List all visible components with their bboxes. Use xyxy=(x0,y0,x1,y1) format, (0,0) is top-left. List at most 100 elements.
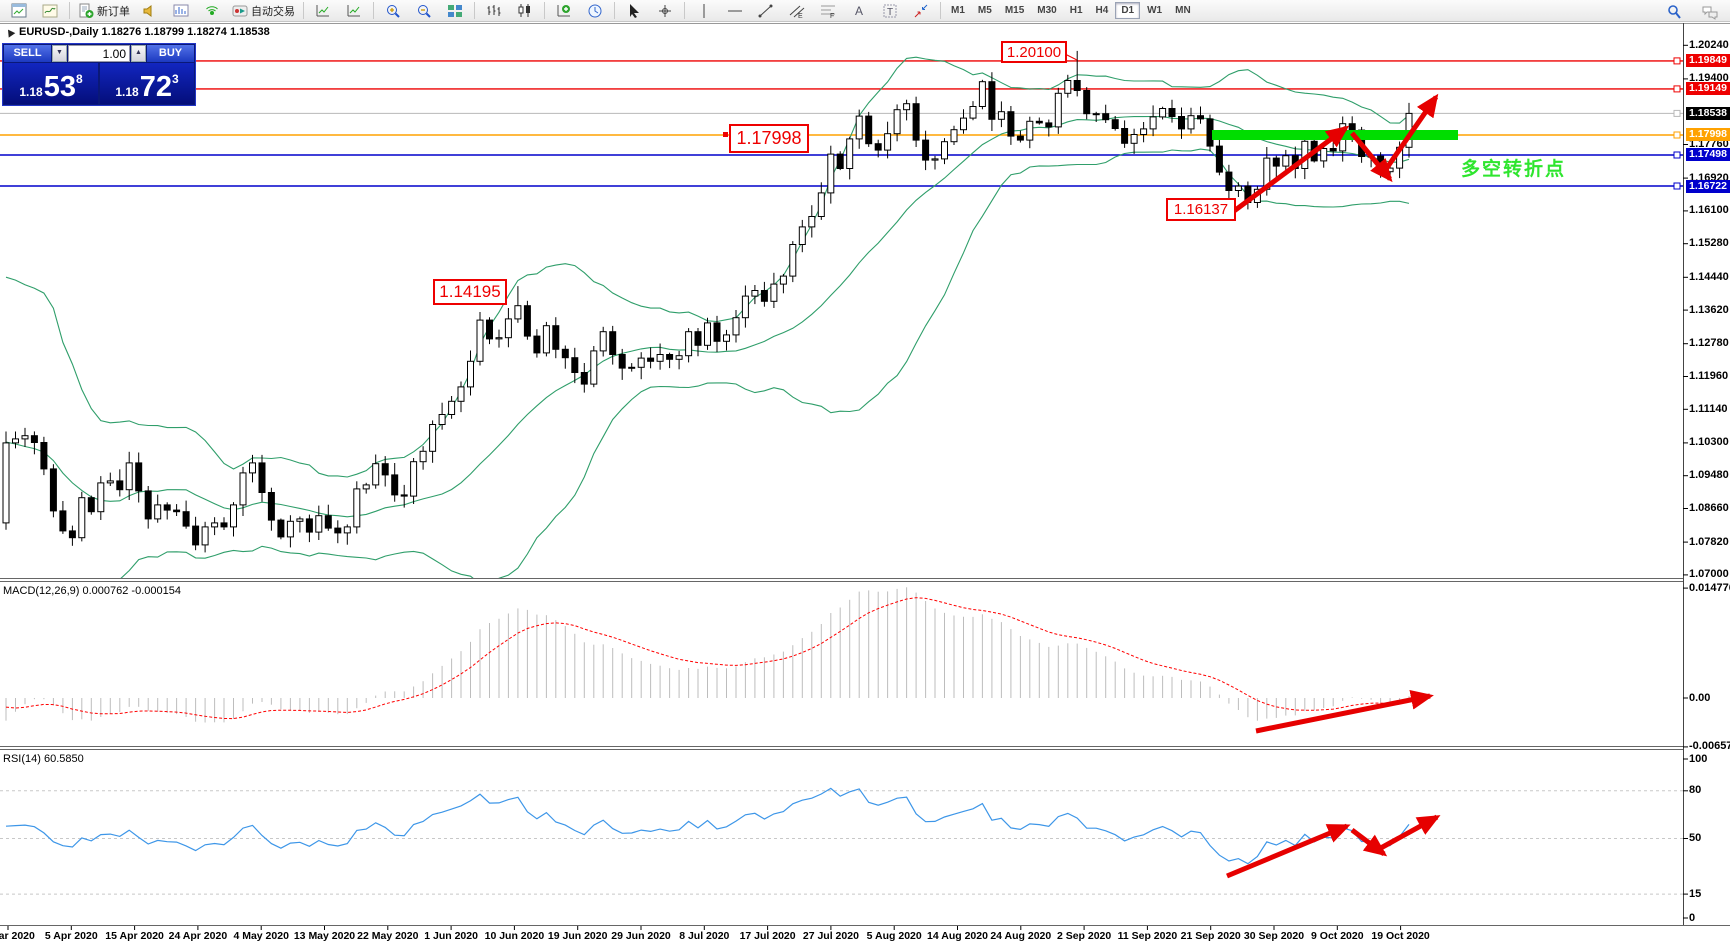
price-annotation-box[interactable]: 1.14195 xyxy=(433,279,507,305)
lot-increase-button[interactable]: ▲ xyxy=(131,45,146,62)
time-axis-label: 27 Jul 2020 xyxy=(802,930,859,942)
price-axis-label: 1.08660 xyxy=(1689,502,1729,514)
chart-window-icon[interactable] xyxy=(4,0,34,22)
svg-text:A: A xyxy=(855,4,863,18)
macd-histogram xyxy=(5,587,1410,723)
horizontal-level-lines[interactable] xyxy=(0,57,1683,190)
add-indicator-icon[interactable] xyxy=(549,0,579,22)
price-axis-label: 1.07820 xyxy=(1689,535,1729,548)
price-annotation-box[interactable]: 1.16137 xyxy=(1166,198,1236,221)
timeframe-m5-button[interactable]: M5 xyxy=(977,5,992,16)
time-axis-label: 19 Oct 2020 xyxy=(1371,930,1430,942)
price-axis-label: 1.07000 xyxy=(1689,568,1729,581)
lot-decrease-button[interactable]: ▼ xyxy=(52,45,67,62)
tile-windows-icon[interactable] xyxy=(440,0,470,22)
search-icon[interactable] xyxy=(1659,1,1689,23)
price-axis-badge: 1.16722 xyxy=(1686,179,1730,193)
macd-signal-line xyxy=(5,597,1410,720)
timeframe-h4-button[interactable]: H4 xyxy=(1095,5,1109,16)
pivot-note-text[interactable]: 多空转折点 xyxy=(1461,159,1567,180)
macd-axis-label: 0.00 xyxy=(1689,691,1711,704)
sell-price-panel[interactable]: 1.18 53 8 xyxy=(4,63,98,104)
rsi-axis-label: 50 xyxy=(1689,832,1702,844)
one-click-collapse-icon[interactable] xyxy=(4,26,16,38)
timeframe-d1-button[interactable]: D1 xyxy=(1115,2,1141,19)
zoom-in-icon[interactable] xyxy=(378,0,408,22)
toolbar-separator xyxy=(474,2,475,19)
arrows-tool-icon[interactable] xyxy=(906,0,936,22)
zoom-out-icon[interactable] xyxy=(409,0,439,22)
red-trend-arrows[interactable] xyxy=(1226,93,1441,879)
signals-icon[interactable] xyxy=(197,0,227,22)
text-tool-icon[interactable]: A xyxy=(844,0,874,22)
candles-layer xyxy=(2,50,1413,553)
price-axis-badge: 1.19149 xyxy=(1686,82,1730,96)
one-click-trade-panel: SELL ▼ ▲ BUY 1.18 53 8 1.18 72 3 xyxy=(2,43,196,106)
price-axis-label: 1.11140 xyxy=(1689,402,1728,415)
time-axis-label: 11 Sep 2020 xyxy=(1117,930,1178,942)
buy-button[interactable]: BUY xyxy=(147,45,194,62)
svg-text:E: E xyxy=(798,13,803,19)
price-axis-badge: 1.19849 xyxy=(1686,54,1730,68)
rsi-axis-label: 80 xyxy=(1689,784,1702,797)
time-axis-label: 29 Jun 2020 xyxy=(611,930,671,942)
charts-list-icon[interactable] xyxy=(339,0,369,22)
price-axis-label: 1.14440 xyxy=(1689,270,1729,283)
rsi-axis-label: 15 xyxy=(1689,887,1702,900)
trendline-tool-icon[interactable] xyxy=(751,0,781,22)
price-axis-badge: 1.18538 xyxy=(1686,106,1730,120)
time-axis-label: 22 May 2020 xyxy=(357,930,419,942)
cursor-tool-icon[interactable] xyxy=(619,0,649,22)
buy-price-small: 1.18 xyxy=(115,85,139,99)
timeframe-mn-button[interactable]: MN xyxy=(1175,5,1191,16)
auto-trading-button[interactable]: 自动交易 xyxy=(228,0,299,22)
lot-size-input[interactable] xyxy=(68,45,130,62)
time-axis-label: 9 Oct 2020 xyxy=(1311,930,1364,942)
candlestick-chart-icon[interactable] xyxy=(510,0,540,22)
time-axis-label: 14 Aug 2020 xyxy=(927,930,988,942)
time-axis-label: 6 Mar 2020 xyxy=(0,930,35,942)
price-axis-badge: 1.17498 xyxy=(1686,148,1730,162)
price-axis-label: 1.10300 xyxy=(1689,436,1729,449)
toolbar-separator xyxy=(69,2,70,19)
price-axis-label: 1.16100 xyxy=(1689,204,1729,217)
timeframe-w1-button[interactable]: W1 xyxy=(1147,5,1163,16)
equidistant-channel-tool-icon[interactable]: E xyxy=(782,0,812,22)
panel-borders xyxy=(0,23,1730,926)
timeframe-m15-button[interactable]: M15 xyxy=(1004,5,1025,16)
price-annotation-box[interactable]: 1.20100 xyxy=(1001,41,1067,63)
vertical-line-tool-icon[interactable] xyxy=(689,0,719,22)
time-axis-label: 5 Aug 2020 xyxy=(866,930,922,942)
time-axis-label: 17 Jul 2020 xyxy=(739,930,796,942)
toolbar-separator xyxy=(544,2,545,19)
new-order-button[interactable]: 新订单 xyxy=(74,0,134,22)
chart-preview-icon[interactable] xyxy=(35,0,65,22)
period-icon[interactable] xyxy=(580,0,610,22)
toolbar-separator xyxy=(614,2,615,19)
macd-axis-label: 0.014776 xyxy=(1689,581,1730,594)
macd-axis-label: -0.006575 xyxy=(1689,740,1730,753)
buy-price-panel[interactable]: 1.18 72 3 xyxy=(100,63,194,104)
profiles-icon[interactable] xyxy=(308,0,338,22)
horizontal-line-tool-icon[interactable] xyxy=(720,0,750,22)
sell-button[interactable]: SELL xyxy=(4,45,51,62)
time-axis-label: 5 Apr 2020 xyxy=(44,930,98,942)
svg-text:F: F xyxy=(830,13,834,19)
fibonacci-tool-icon[interactable]: F xyxy=(813,0,843,22)
price-axis-label: 1.20240 xyxy=(1689,38,1729,51)
chat-icon[interactable] xyxy=(1695,1,1725,23)
timeframe-m1-button[interactable]: M1 xyxy=(951,5,965,16)
market-watch-icon[interactable] xyxy=(135,0,165,22)
timeframe-h1-button[interactable]: H1 xyxy=(1069,5,1083,16)
timeframe-m30-button[interactable]: M30 xyxy=(1037,5,1057,16)
time-axis-label: 4 May 2020 xyxy=(233,930,289,942)
bar-chart-icon[interactable] xyxy=(479,0,509,22)
text-label-tool-icon[interactable]: T xyxy=(875,0,905,22)
data-window-icon[interactable] xyxy=(166,0,196,22)
toolbar-separator xyxy=(373,2,374,19)
crosshair-tool-icon[interactable] xyxy=(650,0,680,22)
sell-price-small: 1.18 xyxy=(19,85,43,99)
price-axis-label: 1.09480 xyxy=(1689,469,1729,482)
price-annotation-box[interactable]: 1.17998 xyxy=(729,124,809,153)
